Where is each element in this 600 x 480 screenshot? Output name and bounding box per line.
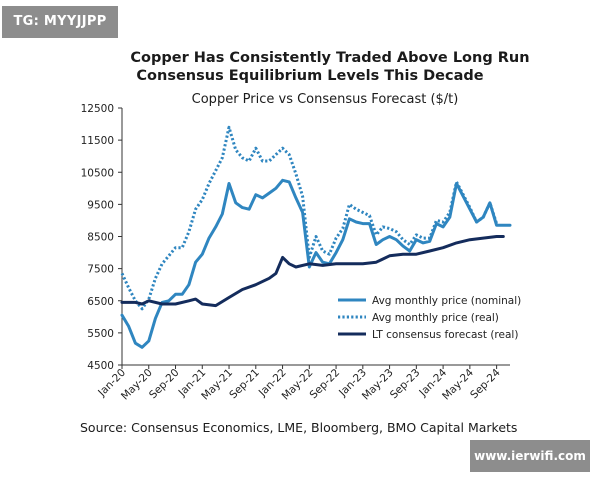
watermark: www.ierwifi.com xyxy=(470,440,590,472)
y-tick-label: 8500 xyxy=(87,232,114,244)
chart-title-line2: Consensus Equilibrium Levels This Decade xyxy=(136,68,484,84)
chart-subtitle: Copper Price vs Consensus Forecast ($/t) xyxy=(191,92,459,107)
series-line-1 xyxy=(120,178,512,349)
x-tick-label: Sep-22 xyxy=(308,367,343,402)
y-tick-label: 6500 xyxy=(87,296,114,308)
legend-label-2: Avg monthly price (real) xyxy=(372,312,499,324)
series-line-2 xyxy=(120,125,499,311)
y-tick-label: 12500 xyxy=(81,103,114,115)
chart-title-line1: Copper Has Consistently Traded Above Lon… xyxy=(130,50,530,66)
source-badge: TG: MYYJJPP xyxy=(2,6,118,38)
y-tick-label: 11500 xyxy=(81,135,114,147)
legend-label-3: LT consensus forecast (real) xyxy=(372,329,518,341)
y-tick-label: 4500 xyxy=(87,360,114,372)
x-tick-label: Sep-20 xyxy=(147,367,182,402)
legend-label-1: Avg monthly price (nominal) xyxy=(372,295,521,307)
y-tick-label: 10500 xyxy=(81,167,114,179)
chart-lines xyxy=(120,125,512,349)
y-tick-label: 7500 xyxy=(87,264,114,276)
y-tick-label: 5500 xyxy=(87,328,114,340)
x-tick-label: Sep-23 xyxy=(388,367,423,402)
chart-axes: 450055006500750085009500105001150012500J… xyxy=(81,103,510,402)
chart-legend: Avg monthly price (nominal) Avg monthly p… xyxy=(338,295,521,341)
x-tick-label: Sep-24 xyxy=(468,366,503,401)
series-line-3 xyxy=(120,235,505,308)
x-tick-label: Sep-21 xyxy=(227,367,262,402)
y-tick-label: 9500 xyxy=(87,199,114,211)
source-note: Source: Consensus Economics, LME, Bloomb… xyxy=(80,420,518,435)
